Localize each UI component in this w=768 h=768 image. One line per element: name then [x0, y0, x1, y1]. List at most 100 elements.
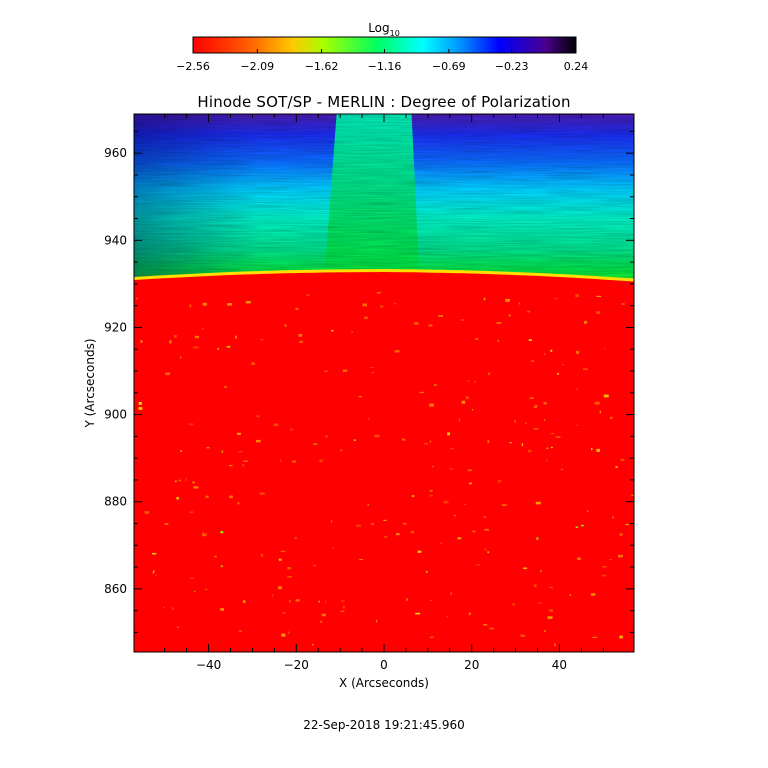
x-axis-label: X (Arcseconds) — [339, 676, 429, 690]
speckle — [576, 388, 578, 391]
speckle — [342, 369, 348, 372]
speckle — [281, 633, 286, 637]
speckle — [406, 598, 409, 601]
speckle — [318, 600, 320, 603]
speckle — [251, 362, 255, 365]
speckle — [152, 572, 154, 575]
speckle — [601, 574, 607, 577]
speckle — [497, 340, 499, 342]
speckle — [577, 557, 581, 560]
speckle — [535, 501, 541, 505]
speckle — [278, 558, 282, 561]
speckle — [171, 607, 174, 610]
speckle — [508, 314, 511, 317]
speckle — [544, 419, 546, 421]
speckle — [138, 407, 143, 410]
y-axis: 860 880 900 920 940 960 — [104, 130, 634, 633]
speckle — [256, 415, 260, 418]
speckle — [536, 537, 539, 540]
speckle — [169, 340, 172, 344]
speckle — [280, 550, 286, 552]
speckle — [287, 567, 291, 570]
speckle — [259, 492, 265, 495]
speckle — [417, 550, 422, 553]
speckle — [189, 511, 194, 514]
speckle — [550, 349, 553, 352]
speckle — [229, 465, 233, 467]
y-tick-label: 900 — [104, 408, 127, 422]
speckle — [138, 402, 142, 405]
speckle — [608, 559, 613, 561]
speckle — [368, 418, 370, 420]
speckle — [332, 547, 334, 549]
speckle — [475, 564, 481, 566]
speckle — [533, 584, 537, 587]
speckle — [370, 367, 375, 368]
speckle — [487, 551, 490, 554]
speckle — [575, 350, 580, 354]
speckle — [505, 298, 510, 302]
speckle — [280, 459, 282, 462]
speckle — [364, 316, 368, 319]
x-tick-label: −20 — [284, 658, 309, 672]
speckle — [546, 459, 548, 462]
speckle — [625, 523, 630, 526]
speckle — [243, 460, 248, 462]
speckle — [450, 448, 455, 450]
speckle — [428, 324, 433, 327]
speckle — [356, 524, 361, 527]
speckle — [591, 448, 593, 451]
speckle — [429, 403, 434, 407]
speckle — [583, 368, 588, 371]
speckle — [596, 448, 600, 452]
speckle — [468, 612, 471, 616]
speckle — [440, 434, 442, 436]
speckle — [533, 428, 539, 430]
speckle — [581, 524, 584, 527]
speckle — [602, 566, 607, 568]
colorbar-tick-label: −2.09 — [240, 60, 274, 73]
speckle — [367, 503, 369, 506]
speckle — [153, 570, 155, 573]
speckle — [527, 449, 532, 453]
speckle — [371, 371, 374, 374]
speckle — [179, 356, 182, 359]
speckle — [569, 594, 572, 596]
speckle — [403, 522, 407, 525]
speckle — [496, 322, 502, 324]
speckle — [260, 554, 263, 557]
speckle — [174, 335, 177, 338]
speckle — [468, 482, 472, 485]
speckle — [176, 497, 179, 500]
speckle — [189, 304, 192, 308]
speckle — [214, 555, 217, 558]
speckle — [189, 577, 195, 580]
speckle — [238, 630, 242, 632]
speckle — [562, 364, 564, 366]
speckle — [592, 636, 598, 638]
speckle — [620, 459, 625, 461]
speckle — [429, 495, 433, 497]
speckle — [475, 338, 479, 340]
speckle — [557, 372, 559, 375]
speckle — [401, 438, 406, 441]
speckle — [175, 480, 177, 483]
colorbar-tick-label: −1.16 — [368, 60, 402, 73]
speckle — [324, 370, 328, 372]
x-tick-label: −40 — [196, 658, 221, 672]
speckle — [419, 391, 425, 394]
speckle — [136, 297, 138, 300]
speckle — [202, 533, 207, 537]
speckle — [596, 311, 601, 314]
speckle — [245, 301, 251, 304]
speckle — [298, 334, 303, 337]
speckle — [615, 466, 618, 468]
speckle — [548, 586, 553, 589]
speckle — [221, 450, 224, 453]
speckle — [543, 353, 546, 356]
speckle — [290, 428, 293, 431]
speckle — [243, 600, 246, 603]
speckle — [177, 626, 179, 628]
speckle — [180, 450, 183, 452]
colorbar-title: Log10 — [368, 21, 400, 38]
